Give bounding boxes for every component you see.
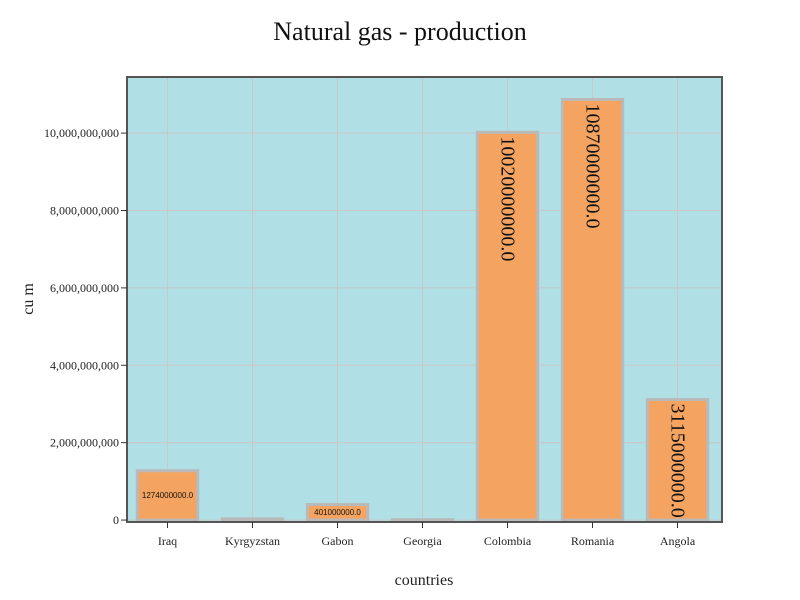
- bar-colombia: [475, 130, 540, 522]
- data-label: 3115000000.0: [667, 404, 689, 518]
- data-labels: 1274000000.0 401000000.0 10020000000.0 1087…: [142, 103, 689, 517]
- y-tick-label: 6,000,000,000: [50, 281, 119, 295]
- y-axis-ticks: 0 2,000,000,000 4,000,000,000 6,000,000,000…: [44, 126, 127, 527]
- chart-title: Natural gas - production: [273, 17, 526, 46]
- bar-iraq: [135, 469, 200, 522]
- x-axis-label: countries: [395, 572, 454, 589]
- x-tick-label: Angola: [660, 534, 696, 548]
- data-label: 10870000000.0: [582, 103, 604, 228]
- data-label: 401000000.0: [314, 508, 361, 517]
- x-tick-label: Georgia: [403, 534, 442, 548]
- data-label: 1274000000.0: [142, 491, 194, 500]
- bar-romania: [560, 97, 625, 522]
- x-tick-label: Iraq: [158, 534, 177, 548]
- y-tick-label: 0: [113, 513, 119, 527]
- x-tick-label: Kyrgyzstan: [225, 534, 280, 548]
- y-tick-label: 2,000,000,000: [50, 436, 119, 450]
- bar-angola: [645, 398, 710, 522]
- y-tick-label: 4,000,000,000: [50, 358, 119, 372]
- plot-area: [127, 77, 722, 522]
- bar-kyrgyzstan: [220, 517, 285, 522]
- y-axis-label: cu m: [20, 283, 37, 315]
- x-tick-label: Romania: [571, 534, 615, 548]
- bar-gabon: [305, 503, 370, 522]
- data-label: 10020000000.0: [497, 136, 519, 261]
- y-tick-label: 10,000,000,000: [44, 126, 119, 140]
- x-tick-label: Gabon: [322, 534, 354, 548]
- x-tick-label: Colombia: [484, 534, 532, 548]
- bar-georgia: [390, 518, 455, 523]
- y-tick-label: 8,000,000,000: [50, 204, 119, 218]
- plot-frame: [126, 76, 723, 523]
- x-axis-ticks: Iraq Kyrgyzstan Gabon Georgia Colombia Romani…: [158, 522, 696, 548]
- bars: [135, 97, 710, 523]
